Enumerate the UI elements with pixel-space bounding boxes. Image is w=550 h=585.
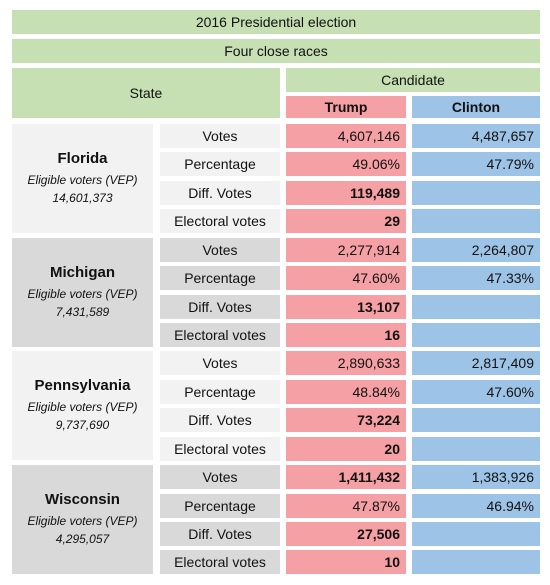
- metric-label: Percentage: [160, 380, 280, 404]
- metric-label: Percentage: [160, 266, 280, 290]
- trump-value: 73,224: [286, 408, 406, 432]
- clinton-value: 2,817,409: [412, 351, 540, 375]
- state-name: Florida: [57, 150, 108, 167]
- state-header: State: [12, 68, 280, 118]
- trump-value: 10: [286, 550, 406, 574]
- metric-label: Electoral votes: [160, 437, 280, 461]
- trump-value: 119,489: [286, 181, 406, 205]
- metric-label: Votes: [160, 124, 280, 148]
- trump-value: 13,107: [286, 295, 406, 319]
- metric-label: Diff. Votes: [160, 181, 280, 205]
- metric-label: Votes: [160, 238, 280, 262]
- trump-value: 2,890,633: [286, 351, 406, 375]
- state-cell: Florida Eligible voters (VEP) 14,601,373: [12, 124, 153, 233]
- trump-value: 47.60%: [286, 266, 406, 290]
- metric-label: Diff. Votes: [160, 295, 280, 319]
- clinton-header: Clinton: [412, 96, 540, 118]
- table-subtitle: Four close races: [12, 39, 540, 63]
- state-cell: Michigan Eligible voters (VEP) 7,431,589: [12, 237, 153, 347]
- metric-label: Percentage: [160, 494, 280, 518]
- table-title: 2016 Presidential election: [12, 10, 540, 34]
- vep-label: Eligible voters (VEP): [27, 400, 138, 415]
- clinton-value: 4,487,657: [412, 124, 540, 148]
- clinton-value: [412, 295, 540, 319]
- clinton-value: [412, 437, 540, 461]
- vep-label: Eligible voters (VEP): [27, 514, 138, 529]
- clinton-value: [412, 323, 540, 347]
- clinton-value: [412, 550, 540, 574]
- vep-value: 7,431,589: [55, 304, 110, 319]
- vep-value: 4,295,057: [55, 532, 110, 547]
- candidate-header: Candidate: [286, 68, 540, 92]
- state-cell: Wisconsin Eligible voters (VEP) 4,295,057: [12, 465, 153, 575]
- metric-label: Electoral votes: [160, 209, 280, 233]
- vep-value: 14,601,373: [52, 191, 113, 205]
- clinton-value: [412, 181, 540, 205]
- clinton-value: [412, 522, 540, 546]
- clinton-value: [412, 209, 540, 233]
- clinton-value: [412, 408, 540, 432]
- clinton-value: 47.60%: [412, 380, 540, 404]
- trump-value: 47.87%: [286, 494, 406, 518]
- metric-label: Diff. Votes: [160, 408, 280, 432]
- state-name: Pennsylvania: [34, 377, 131, 395]
- state-cell: Pennsylvania Eligible voters (VEP) 9,737,6…: [12, 351, 153, 461]
- vep-label: Eligible voters (VEP): [27, 173, 138, 187]
- trump-value: 48.84%: [286, 380, 406, 404]
- metric-label: Diff. Votes: [160, 522, 280, 546]
- clinton-value: 47.79%: [412, 152, 540, 176]
- trump-header: Trump: [286, 96, 406, 118]
- trump-value: 29: [286, 209, 406, 233]
- clinton-value: 2,264,807: [412, 238, 540, 262]
- trump-value: 2,277,914: [286, 238, 406, 262]
- state-name: Michigan: [49, 263, 115, 281]
- metric-label: Electoral votes: [160, 550, 280, 574]
- clinton-value: 46.94%: [412, 494, 540, 518]
- trump-value: 16: [286, 323, 406, 347]
- trump-value: 20: [286, 437, 406, 461]
- trump-value: 4,607,146: [286, 124, 406, 148]
- trump-value: 27,506: [286, 522, 406, 546]
- clinton-value: 1,383,926: [412, 465, 540, 489]
- metric-label: Votes: [160, 351, 280, 375]
- metric-label: Votes: [160, 465, 280, 489]
- vep-label: Eligible voters (VEP): [27, 286, 138, 301]
- trump-value: 1,411,432: [286, 465, 406, 489]
- vep-value: 9,737,690: [55, 418, 110, 433]
- metric-label: Electoral votes: [160, 323, 280, 347]
- metric-label: Percentage: [160, 152, 280, 176]
- clinton-value: 47.33%: [412, 266, 540, 290]
- trump-value: 49.06%: [286, 152, 406, 176]
- state-name: Wisconsin: [45, 491, 120, 509]
